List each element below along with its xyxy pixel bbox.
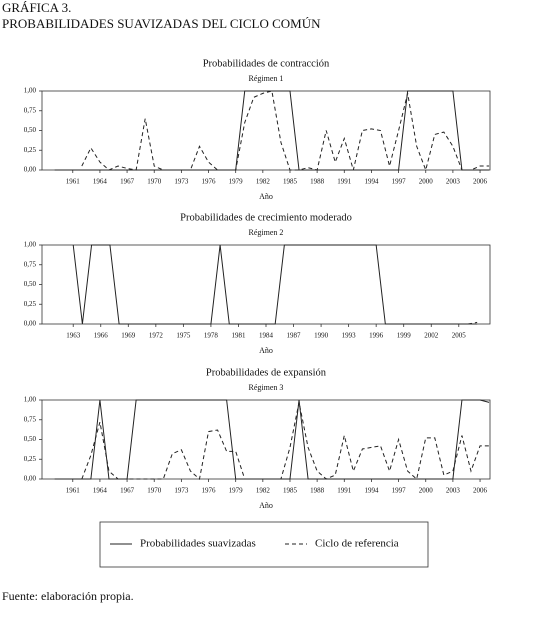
x-tick-label: 2006	[473, 487, 488, 495]
series-line	[72, 244, 478, 325]
plot-frame	[41, 90, 491, 171]
x-tick-label: 1991	[337, 487, 352, 495]
x-tick-label: 1991	[337, 178, 352, 186]
series-line	[81, 402, 490, 480]
series-line	[54, 399, 490, 480]
x-tick-label: 1975	[176, 332, 191, 340]
y-tick-label: 0,75	[24, 415, 37, 423]
x-tick-label: 1996	[369, 332, 384, 340]
x-axis-label: Año	[259, 501, 273, 510]
x-tick-label: 1982	[256, 487, 271, 495]
y-tick-label: 0,75	[24, 106, 37, 114]
x-tick-label: 1982	[256, 178, 271, 186]
y-tick-label: 0,00	[24, 166, 37, 174]
x-tick-label: 2000	[419, 487, 434, 495]
x-tick-label: 2003	[446, 178, 461, 186]
x-tick-label: 1997	[392, 487, 407, 495]
x-tick-label: 1963	[66, 332, 81, 340]
x-tick-label: 1993	[342, 332, 357, 340]
chart-title: Probabilidades de contracción	[203, 58, 330, 69]
x-tick-label: 1979	[229, 487, 244, 495]
legend-label: Probabilidades suavizadas	[140, 538, 256, 550]
y-tick-label: 0,25	[24, 146, 37, 154]
y-tick-label: 0,00	[24, 475, 37, 483]
x-tick-label: 1970	[147, 178, 162, 186]
series-line	[81, 90, 490, 172]
x-tick-label: 1976	[202, 487, 217, 495]
x-tick-label: 1984	[259, 332, 274, 340]
y-tick-label: 0,75	[24, 260, 37, 268]
y-tick-label: 0,50	[24, 435, 37, 443]
x-axis-label: Año	[259, 192, 273, 201]
x-tick-label: 1999	[397, 332, 412, 340]
chart-subtitle: Régimen 3	[249, 383, 284, 392]
x-tick-label: 1978	[204, 332, 219, 340]
x-tick-label: 1972	[149, 332, 164, 340]
x-tick-label: 1988	[310, 487, 325, 495]
legend-box	[99, 521, 429, 568]
x-tick-label: 1985	[283, 487, 298, 495]
legend-label: Ciclo de referencia	[315, 538, 399, 550]
x-tick-label: 1973	[174, 487, 189, 495]
x-tick-label: 1964	[93, 487, 108, 495]
y-tick-label: 1,00	[24, 87, 37, 95]
x-tick-label: 2002	[424, 332, 439, 340]
x-tick-label: 1961	[66, 178, 81, 186]
x-tick-label: 1994	[364, 487, 379, 495]
x-tick-label: 1967	[120, 487, 135, 495]
x-tick-label: 1966	[94, 332, 109, 340]
chart-title: Probabilidades de crecimiento moderado	[180, 212, 352, 223]
figure-subtitle: PROBABILIDADES SUAVIZADAS DEL CICLO COMÚ…	[2, 16, 321, 31]
y-tick-label: 0,50	[24, 126, 37, 134]
x-tick-label: 1964	[93, 178, 108, 186]
y-tick-label: 0,00	[24, 320, 37, 328]
series-line	[54, 90, 490, 171]
plot-frame	[41, 399, 491, 480]
plot-frame	[41, 244, 491, 325]
x-tick-label: 1979	[229, 178, 244, 186]
x-tick-label: 1976	[202, 178, 217, 186]
x-tick-label: 2006	[473, 178, 488, 186]
y-tick-label: 1,00	[24, 396, 37, 404]
x-axis-label: Año	[259, 346, 273, 355]
x-tick-label: 2000	[419, 178, 434, 186]
x-tick-label: 1994	[364, 178, 379, 186]
x-tick-label: 1987	[287, 332, 302, 340]
x-tick-label: 1969	[121, 332, 136, 340]
chart-subtitle: Régimen 1	[249, 74, 284, 83]
x-tick-label: 1967	[120, 178, 135, 186]
x-tick-label: 2003	[446, 487, 461, 495]
y-tick-label: 0,50	[24, 280, 37, 288]
x-tick-label: 2005	[452, 332, 467, 340]
series-line	[467, 321, 478, 325]
x-tick-label: 1997	[392, 178, 407, 186]
x-tick-label: 1981	[231, 332, 246, 340]
chart-subtitle: Régimen 2	[249, 228, 284, 237]
chart-title: Probabilidades de expansión	[206, 367, 327, 378]
x-tick-label: 1985	[283, 178, 298, 186]
x-tick-label: 1970	[147, 487, 162, 495]
x-tick-label: 1988	[310, 178, 325, 186]
y-tick-label: 1,00	[24, 241, 37, 249]
x-tick-label: 1990	[314, 332, 329, 340]
y-tick-label: 0,25	[24, 455, 37, 463]
y-tick-label: 0,25	[24, 300, 37, 308]
x-tick-label: 1961	[66, 487, 81, 495]
source-note: Fuente: elaboración propia.	[2, 589, 134, 603]
x-tick-label: 1973	[174, 178, 189, 186]
figure-title: GRÁFICA 3.	[2, 0, 71, 15]
